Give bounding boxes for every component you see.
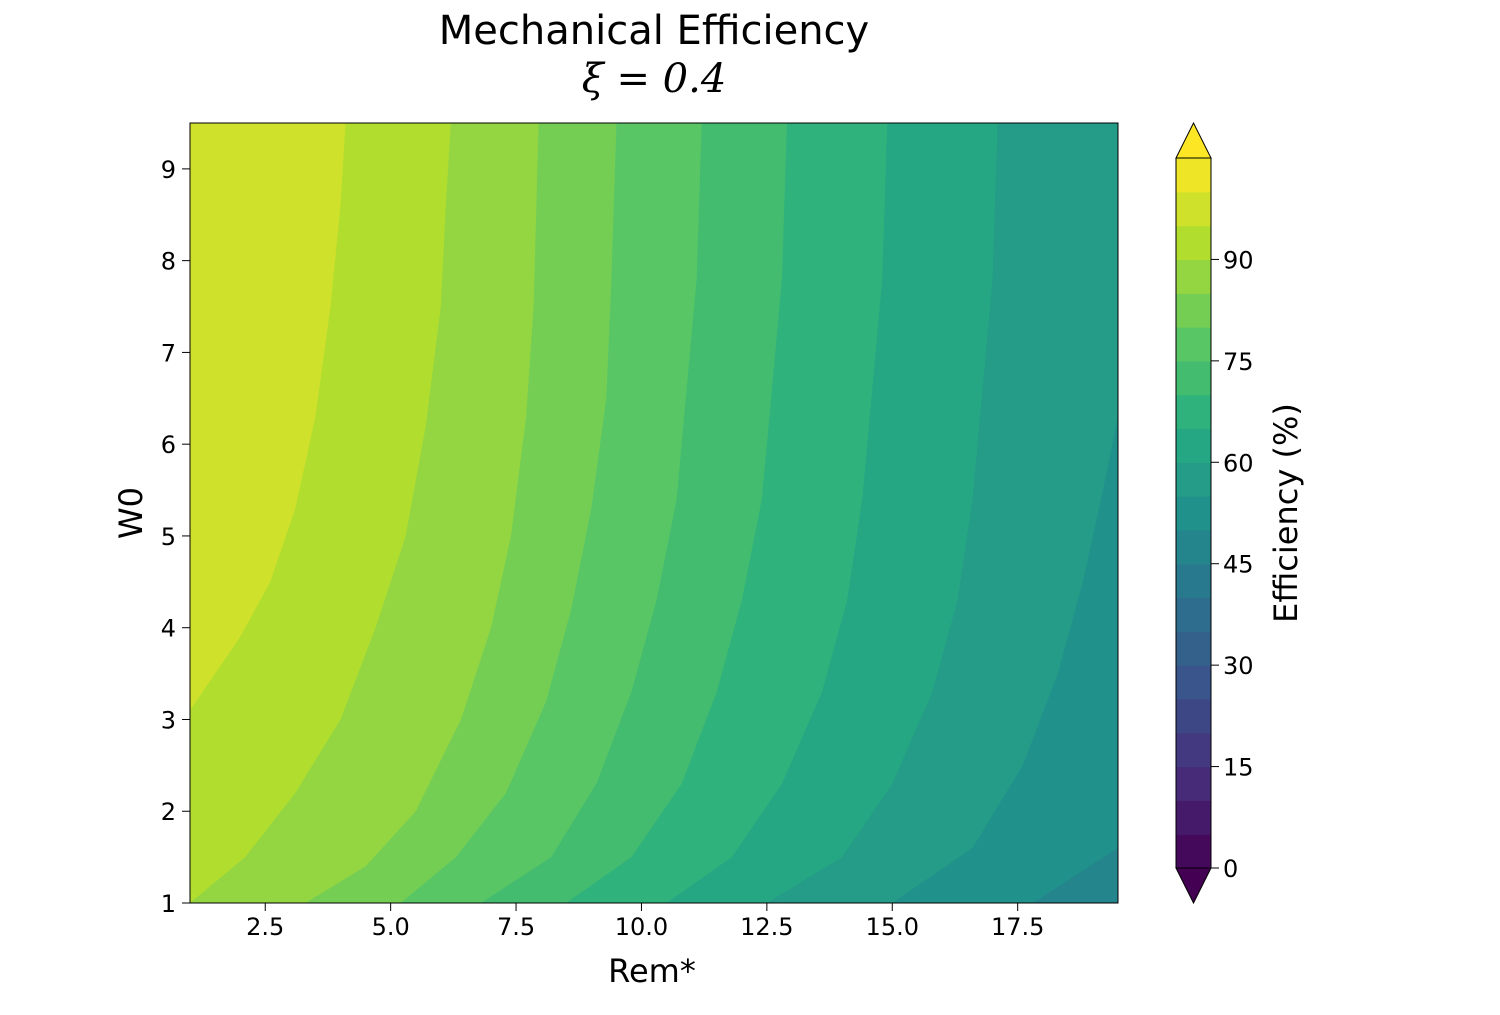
colorbar-band (1176, 225, 1211, 261)
y-tick-label: 9 (161, 156, 176, 184)
colorbar-band (1176, 800, 1211, 835)
colorbar-band (1176, 766, 1211, 801)
colorbar-band (1176, 158, 1211, 193)
y-tick-label: 3 (161, 706, 176, 734)
x-axis: 2.5 5.0 7.5 10.0 12.5 15.0 17.5 (246, 903, 1044, 941)
y-tick-label: 6 (161, 431, 176, 459)
colorbar-band (1176, 462, 1211, 497)
colorbar-band (1176, 597, 1211, 632)
colorbar-band (1176, 563, 1211, 599)
x-tick-label: 17.5 (991, 913, 1044, 941)
colorbar-tick-label: 30 (1223, 652, 1254, 680)
colorbar-tick-label: 45 (1223, 551, 1254, 579)
colorbar-band (1176, 732, 1211, 768)
colorbar-band (1176, 428, 1211, 463)
y-axis-label: W0 (112, 487, 150, 539)
y-tick-label: 7 (161, 339, 176, 367)
x-tick-label: 10.0 (615, 913, 668, 941)
y-tick-label: 5 (161, 523, 176, 551)
colorbar-band (1176, 360, 1211, 396)
y-tick-label: 4 (161, 615, 176, 643)
colorbar-extend-min (1175, 867, 1212, 905)
colorbar-band (1176, 259, 1211, 294)
x-tick-label: 7.5 (497, 913, 535, 941)
y-tick-label: 2 (161, 798, 176, 826)
y-tick-label: 8 (161, 248, 176, 276)
y-axis: 1 2 3 4 5 6 7 8 9 (161, 156, 190, 918)
y-tick-label: 1 (161, 890, 176, 918)
colorbar-band (1176, 698, 1211, 734)
plot-frame (189, 122, 1119, 904)
colorbar-tick-label: 75 (1223, 348, 1254, 376)
x-tick-label: 12.5 (740, 913, 793, 941)
contour-band (190, 123, 346, 903)
x-axis-label: Rem* (608, 952, 696, 990)
colorbar: 0 15 30 45 60 75 90 (1175, 121, 1254, 905)
colorbar-band (1176, 191, 1211, 227)
chart-title: Mechanical Efficiency (438, 8, 870, 54)
colorbar-extend-max (1175, 121, 1212, 159)
colorbar-tick-label: 90 (1223, 246, 1254, 274)
chart-subtitle: ξ = 0.4 (581, 56, 727, 102)
colorbar-band (1176, 529, 1211, 565)
colorbar-label: Efficiency (%) (1267, 403, 1305, 623)
colorbar-tick-label: 15 (1223, 754, 1254, 782)
colorbar-band (1176, 327, 1211, 362)
colorbar-tick-label: 0 (1223, 855, 1238, 883)
colorbar-band (1176, 293, 1211, 328)
x-tick-label: 15.0 (866, 913, 919, 941)
colorbar-band (1176, 834, 1211, 869)
colorbar-band (1176, 631, 1211, 666)
plot-area (190, 123, 1118, 903)
colorbar-band (1176, 496, 1211, 531)
colorbar-frame (1175, 157, 1212, 869)
colorbar-tick-label: 60 (1223, 449, 1254, 477)
colorbar-band (1176, 665, 1211, 700)
colorbar-band (1176, 394, 1211, 430)
x-tick-label: 2.5 (246, 913, 284, 941)
x-tick-label: 5.0 (372, 913, 410, 941)
